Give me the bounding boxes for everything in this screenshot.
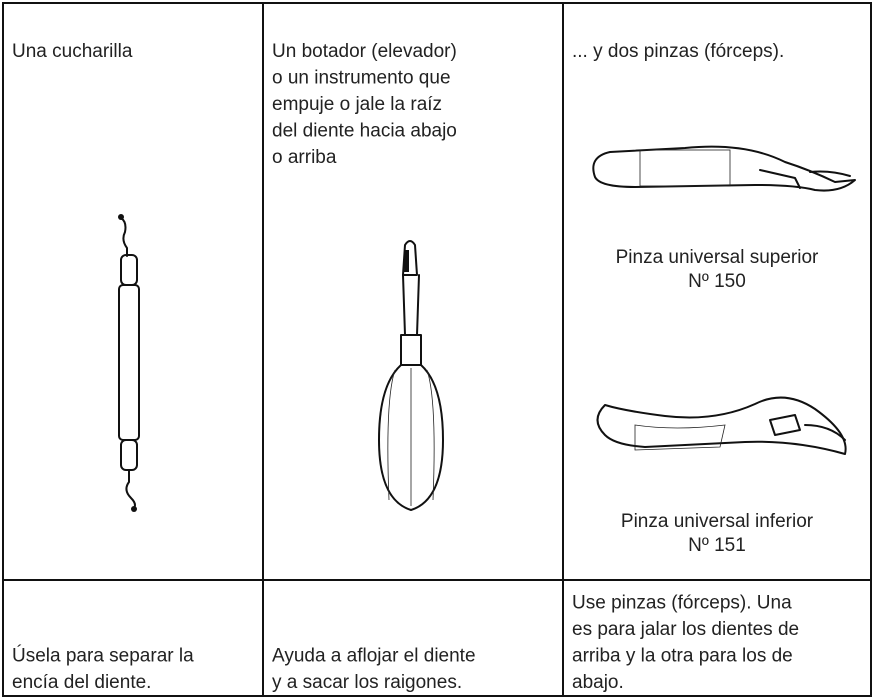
footer-line: Use pinzas (fórceps). Una [572, 593, 792, 614]
caption-line: Pinza universal inferior [621, 511, 814, 532]
footer-line: abajo. [572, 672, 624, 693]
caption-line: Pinza universal superior [616, 247, 819, 268]
heading-line: del diente hacia abajo [272, 121, 457, 142]
footer-line: arriba y la otra para los de [572, 646, 793, 667]
footer-line: Ayuda a aflojar el diente [272, 646, 476, 667]
footer-line: es para jalar los dientes de [572, 619, 799, 640]
caption-line: Nº 150 [688, 271, 746, 292]
upper-forceps-illustration [592, 145, 856, 192]
curette-illustration [118, 214, 140, 512]
heading-line: ... y dos pinzas (fórceps). [572, 41, 784, 62]
elevator-illustration [378, 240, 444, 511]
footer-line: Úsela para separar la [12, 645, 194, 667]
heading-line: empuje o jale la raíz [272, 94, 442, 115]
caption-line: Nº 151 [688, 535, 746, 556]
footer-line: encía del diente. [12, 672, 151, 693]
heading-line: Un botador (elevador) [272, 41, 457, 62]
heading-line: Una cucharilla [12, 41, 133, 62]
heading-line: o arriba [272, 147, 337, 168]
footer-line: y a sacar los raigones. [272, 672, 462, 693]
heading-line: o un instrumento que [272, 68, 451, 89]
lower-forceps-illustration [596, 396, 847, 455]
